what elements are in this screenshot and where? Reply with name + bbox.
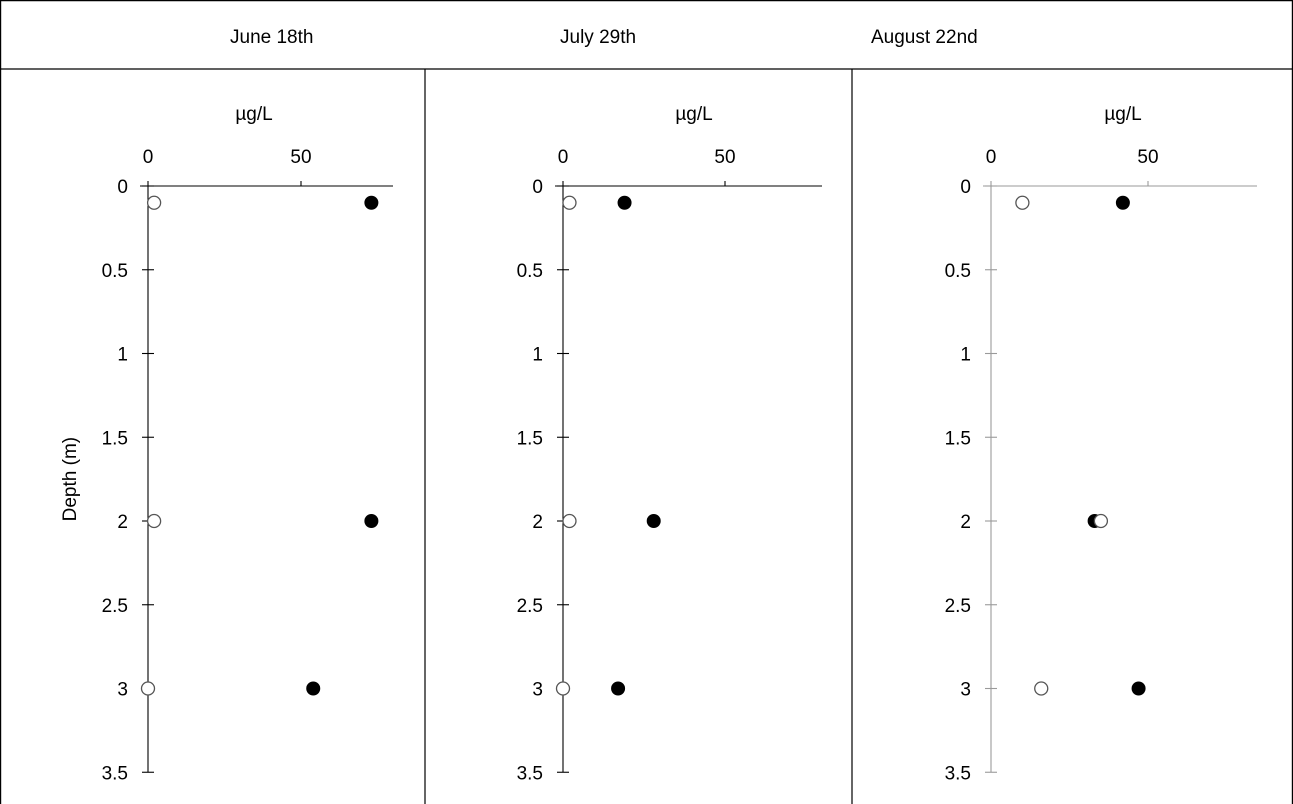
data-point-open — [146, 513, 162, 529]
x-tick-label: 50 — [290, 147, 311, 168]
data-point-open — [562, 513, 577, 529]
y-tick-label: 0 — [117, 177, 128, 198]
chart-august-22nd: 0 50 0 0.5 1 1.5 2 2.5 3 3.5 µg/L — [945, 104, 1257, 784]
chart-july-29th: 0 50 0 0.5 1 1.5 2 2.5 3 3.5 µg/L — [517, 104, 822, 784]
y-tick-label: 1 — [960, 345, 971, 366]
y-tick-label: 0.5 — [517, 261, 543, 282]
y-tick-label: 1 — [532, 345, 543, 366]
y-tick-label: 2.5 — [517, 596, 543, 617]
y-tick-label: 3 — [960, 680, 971, 701]
y-tick-label: 1.5 — [517, 428, 543, 449]
x-axis-label: µg/L — [1104, 104, 1141, 125]
y-tick-label: 0 — [960, 177, 971, 198]
y-tick-label: 0.5 — [945, 261, 971, 282]
y-tick-label: 1.5 — [945, 428, 971, 449]
x-tick-label: 0 — [143, 147, 154, 168]
data-point-open — [146, 195, 162, 210]
y-tick-label: 1 — [117, 345, 128, 366]
y-tick-label: 3 — [532, 680, 543, 701]
x-tick-label: 0 — [558, 147, 569, 168]
data-point-filled — [617, 195, 632, 210]
y-tick-label: 0.5 — [102, 261, 128, 282]
y-tick-label: 2.5 — [102, 596, 128, 617]
data-point-open — [1034, 681, 1049, 696]
y-tick-label: 1.5 — [102, 428, 128, 449]
x-axis-label: µg/L — [675, 104, 712, 125]
x-tick-label: 50 — [714, 147, 735, 168]
x-axis-label: µg/L — [235, 104, 272, 125]
y-tick-label: 3.5 — [945, 763, 971, 784]
header-june-18th: June 18th — [230, 27, 313, 48]
chart-june-18th: 0 50 0 0.5 1 1.5 2 2.5 3 3.5 µg/L Depth (m) — [60, 104, 393, 784]
data-point-open — [140, 681, 156, 696]
y-tick-label: 2 — [960, 512, 971, 533]
data-point-filled — [364, 514, 379, 528]
data-point-filled — [1115, 195, 1130, 210]
y-tick-label: 2 — [117, 512, 128, 533]
x-tick-label: 0 — [986, 147, 997, 168]
y-tick-label: 2.5 — [945, 596, 971, 617]
y-tick-label: 3 — [117, 680, 128, 701]
data-point-filled — [611, 681, 626, 696]
y-tick-label: 2 — [532, 512, 543, 533]
data-point-filled — [306, 681, 321, 696]
x-tick-label: 50 — [1137, 147, 1158, 168]
data-point-filled — [1131, 681, 1146, 696]
header-august-22nd: August 22nd — [871, 27, 978, 48]
header-july-29th: July 29th — [560, 27, 636, 48]
y-tick-label: 3.5 — [102, 763, 128, 784]
data-point-filled — [646, 514, 661, 528]
data-point-filled — [364, 195, 379, 210]
data-point-open — [562, 195, 577, 210]
data-point-open — [1015, 195, 1030, 210]
y-axis-label: Depth (m) — [60, 437, 81, 521]
data-point-open — [555, 681, 571, 696]
data-point-open — [1093, 513, 1109, 529]
y-tick-label: 3.5 — [517, 763, 543, 784]
y-tick-label: 0 — [532, 177, 543, 198]
